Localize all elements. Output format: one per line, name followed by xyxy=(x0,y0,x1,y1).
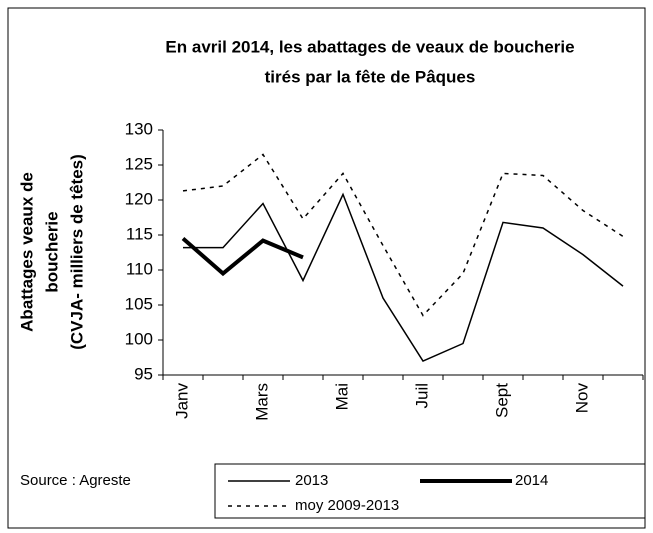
chart-title: En avril 2014, les abattages de veaux de… xyxy=(165,37,574,56)
y-axis-label-line: Abattages veaux de xyxy=(17,172,36,332)
y-tick-label: 105 xyxy=(125,294,153,313)
x-tick-label: Sept xyxy=(492,383,511,418)
y-tick-label: 95 xyxy=(134,364,153,383)
series-line xyxy=(181,236,304,277)
series-line xyxy=(183,192,624,362)
legend-label: moy 2009-2013 xyxy=(295,497,399,514)
y-axis-label-line: boucherie xyxy=(42,211,61,292)
y-tick-label: 120 xyxy=(125,189,153,208)
chart-title: tirés par la fête de Pâques xyxy=(265,67,476,86)
y-tick-label: 115 xyxy=(126,224,153,243)
x-tick-label: Mai xyxy=(332,383,351,410)
y-tick-label: 130 xyxy=(125,119,153,138)
y-tick-label: 110 xyxy=(126,259,153,278)
series-line xyxy=(182,153,624,317)
y-axis-label: Abattages veaux de boucherie (CVJA- mill… xyxy=(17,154,86,350)
y-axis-label-line: (CVJA- milliers de têtes) xyxy=(67,154,86,350)
x-tick-label: Nov xyxy=(572,383,591,414)
source: Source : Agreste xyxy=(20,472,131,489)
legend-box xyxy=(214,463,646,519)
y-tick-label: 125 xyxy=(125,154,153,173)
y-tick-label: 100 xyxy=(125,329,153,348)
legend-label: 2013 xyxy=(295,472,328,489)
x-tick-label: Juil xyxy=(412,383,431,409)
legend-label: 2014 xyxy=(515,472,548,489)
x-tick-label: Mars xyxy=(252,383,271,421)
chart-border xyxy=(7,7,646,529)
x-tick-label: Janv xyxy=(172,383,191,419)
